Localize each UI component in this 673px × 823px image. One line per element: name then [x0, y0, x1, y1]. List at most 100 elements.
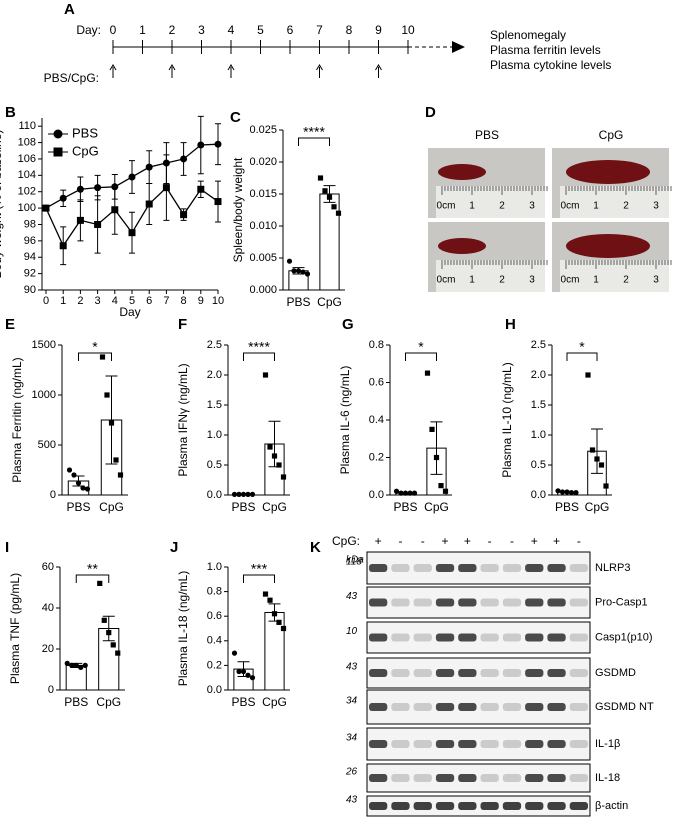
band: [502, 774, 522, 782]
y-tick-label: 2.5: [207, 339, 222, 351]
band: [435, 802, 455, 810]
band: [369, 802, 388, 810]
significance: *: [579, 339, 585, 355]
lane-sign: -: [510, 534, 514, 548]
band: [458, 774, 477, 782]
legend-label: CpG: [72, 143, 99, 158]
y-axis-label: Plasma IL-6 (ng/mL): [338, 366, 352, 475]
ruler-label: 2: [623, 275, 629, 286]
data-point: [69, 662, 75, 669]
bar: [65, 664, 87, 691]
band: [369, 740, 388, 748]
band: [502, 598, 522, 607]
band: [391, 703, 410, 711]
band: [525, 669, 544, 677]
timeline-tick-label: 0: [110, 23, 117, 37]
y-tick-label: 110: [18, 120, 36, 132]
data-point: [322, 188, 328, 194]
y-tick-label: 92: [24, 268, 36, 280]
data-point: [117, 472, 124, 478]
marker: [76, 216, 84, 224]
x-tick-label: 5: [129, 295, 135, 307]
panel-label: E: [5, 316, 15, 333]
timeline-tick-label: 7: [316, 23, 323, 37]
error-bar: [591, 428, 603, 474]
y-tick-label: 0.4: [369, 414, 384, 426]
band: [413, 802, 432, 810]
y-tick-label: 0.0: [531, 489, 546, 501]
x-tick-label: CpG: [96, 695, 121, 709]
ruler: [436, 186, 545, 218]
ruler-label: 3: [529, 201, 535, 212]
band: [525, 633, 544, 642]
data-point: [300, 269, 306, 275]
y-tick-label: 0.4: [207, 635, 222, 647]
error-bar: [102, 615, 115, 642]
ruler-label: 3: [653, 201, 659, 212]
band: [480, 598, 499, 607]
row-label: Pro-Casp1: [595, 596, 648, 608]
y-tick-label: 0.005: [249, 252, 277, 264]
kda-label: 26: [345, 767, 358, 778]
y-tick-label: 0: [50, 489, 56, 501]
band: [569, 802, 588, 810]
data-point: [326, 194, 333, 200]
x-tick-label: 1: [60, 295, 66, 307]
x-tick-label: PBS: [393, 500, 417, 514]
data-point: [598, 462, 605, 468]
column-label: CpG: [599, 128, 624, 142]
data-point: [276, 462, 282, 468]
data-point: [240, 668, 247, 675]
data-point: [568, 490, 575, 496]
band: [435, 703, 455, 711]
y-axis-label: Body weight (% of baseline): [0, 130, 4, 279]
y-tick-label: 104: [18, 169, 36, 181]
timeline-tick-label: 6: [287, 23, 294, 37]
band: [413, 633, 432, 642]
band: [502, 669, 522, 677]
y-tick-label: 108: [18, 136, 36, 148]
panel-label: G: [342, 316, 354, 333]
y-tick-label: 1.0: [207, 429, 222, 441]
kda-label: 10: [346, 626, 358, 637]
band: [569, 669, 588, 677]
band: [458, 598, 477, 607]
band: [480, 703, 499, 711]
lane-sign: +: [464, 534, 471, 548]
significance-bracket: [243, 352, 275, 361]
timeline-tick-label: 2: [169, 23, 176, 37]
marker: [59, 242, 67, 250]
data-point: [398, 490, 404, 496]
y-tick-label: 0.000: [249, 284, 277, 296]
data-point: [267, 597, 273, 603]
data-point: [271, 611, 278, 617]
marker: [111, 206, 119, 214]
data-point: [594, 456, 600, 462]
data-point: [106, 630, 112, 636]
marker: [180, 211, 188, 219]
y-tick-label: 2.5: [531, 339, 546, 351]
kda-label: 118: [346, 557, 362, 568]
panel-label: F: [178, 316, 187, 333]
data-point: [245, 672, 251, 678]
y-tick-label: 0.0: [207, 684, 222, 696]
data-point: [236, 491, 242, 497]
data-point: [407, 490, 413, 496]
band: [480, 669, 499, 677]
y-tick-label: 20: [42, 643, 54, 655]
significance-bracket: [405, 352, 437, 361]
band: [480, 802, 499, 810]
data-point: [589, 447, 596, 453]
data-point: [240, 491, 247, 497]
data-point: [429, 426, 435, 432]
band: [525, 598, 544, 607]
data-point: [424, 370, 431, 376]
y-tick-label: 0.2: [369, 451, 384, 463]
y-tick-label: 0.8: [369, 339, 384, 351]
y-axis-label: Plasma Ferritin (ng/mL): [10, 357, 24, 482]
band: [435, 740, 455, 748]
marker: [145, 200, 153, 208]
band: [502, 633, 522, 642]
lane-sign: -: [398, 534, 402, 548]
data-point: [585, 372, 591, 378]
